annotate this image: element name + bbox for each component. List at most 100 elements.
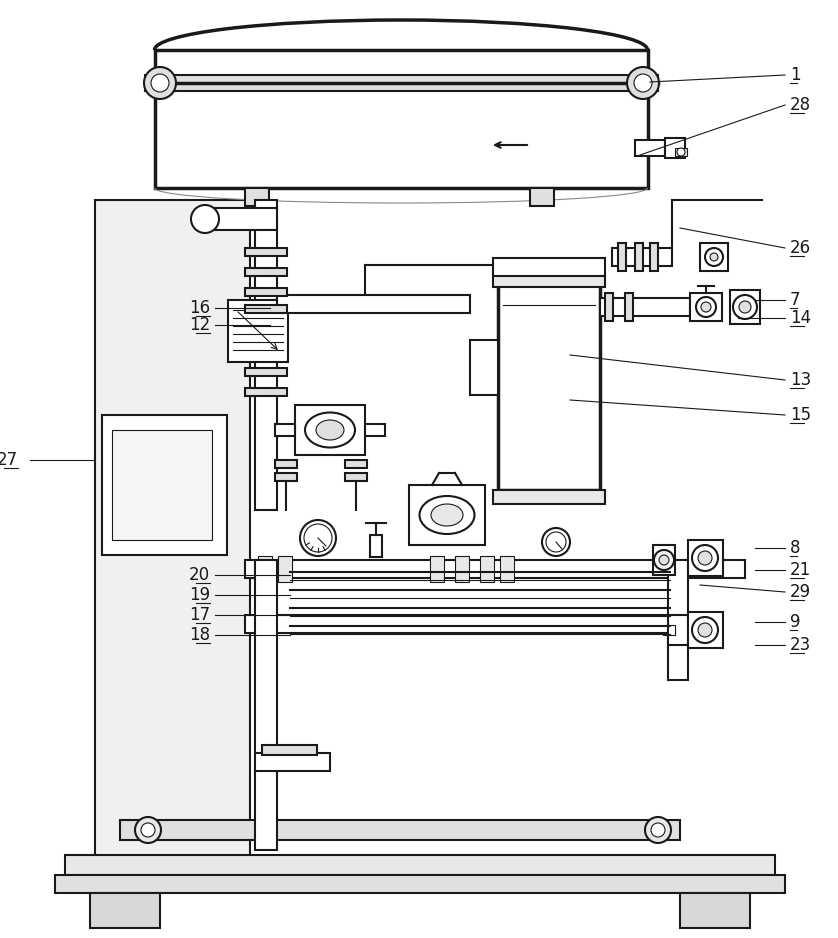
Bar: [275, 460, 297, 468]
Bar: [663, 625, 675, 635]
Text: 26: 26: [790, 239, 811, 257]
Bar: [409, 485, 485, 545]
Bar: [730, 290, 760, 324]
Bar: [530, 188, 554, 206]
Bar: [493, 490, 605, 504]
Bar: [245, 248, 287, 256]
Bar: [668, 615, 688, 645]
Bar: [498, 285, 600, 490]
Bar: [245, 615, 668, 633]
Bar: [245, 368, 287, 376]
Bar: [120, 820, 680, 840]
Bar: [95, 200, 250, 875]
Circle shape: [135, 817, 161, 843]
Circle shape: [151, 74, 169, 92]
Bar: [612, 248, 672, 266]
Bar: [255, 230, 277, 510]
Bar: [112, 430, 212, 540]
Circle shape: [634, 74, 652, 92]
Circle shape: [698, 623, 712, 637]
Circle shape: [141, 823, 155, 837]
Bar: [102, 415, 227, 555]
Circle shape: [659, 555, 669, 565]
Bar: [155, 50, 648, 188]
Circle shape: [705, 248, 723, 266]
Bar: [275, 473, 297, 481]
Bar: [275, 424, 295, 436]
Bar: [370, 535, 382, 557]
Circle shape: [627, 67, 659, 99]
Bar: [635, 140, 665, 156]
Text: 15: 15: [790, 406, 811, 424]
Bar: [653, 545, 675, 575]
Bar: [228, 300, 288, 362]
Circle shape: [304, 524, 332, 552]
Bar: [493, 273, 605, 287]
Bar: [278, 556, 292, 582]
Bar: [690, 293, 722, 321]
Circle shape: [542, 528, 570, 556]
Circle shape: [677, 148, 685, 156]
Text: 23: 23: [790, 636, 811, 654]
Bar: [650, 243, 658, 271]
Bar: [635, 243, 643, 271]
Text: 1: 1: [790, 66, 800, 84]
Circle shape: [144, 67, 176, 99]
Bar: [255, 770, 277, 850]
Circle shape: [645, 817, 671, 843]
Bar: [245, 288, 287, 296]
Bar: [245, 305, 287, 313]
Text: 29: 29: [790, 583, 811, 601]
Bar: [255, 753, 330, 771]
Bar: [245, 268, 287, 276]
Circle shape: [300, 520, 336, 556]
Circle shape: [696, 297, 716, 317]
Circle shape: [733, 295, 757, 319]
Bar: [145, 75, 658, 91]
Bar: [500, 556, 514, 582]
Bar: [245, 560, 745, 578]
Bar: [430, 556, 444, 582]
Circle shape: [256, 200, 276, 220]
Bar: [618, 243, 626, 271]
Text: 7: 7: [790, 291, 800, 309]
Text: 21: 21: [790, 561, 811, 579]
Ellipse shape: [431, 504, 463, 526]
Bar: [65, 855, 775, 875]
Bar: [455, 556, 469, 582]
Bar: [200, 208, 277, 230]
Circle shape: [651, 823, 665, 837]
Circle shape: [654, 550, 674, 570]
Bar: [668, 560, 688, 680]
Bar: [680, 893, 750, 928]
Circle shape: [692, 617, 718, 643]
Bar: [365, 424, 385, 436]
Bar: [345, 473, 367, 481]
Circle shape: [698, 551, 712, 565]
Bar: [665, 138, 685, 158]
Bar: [255, 200, 277, 230]
Ellipse shape: [316, 420, 344, 440]
Text: 14: 14: [790, 309, 811, 327]
Bar: [480, 556, 494, 582]
Bar: [605, 293, 613, 321]
Bar: [245, 188, 269, 206]
Bar: [255, 560, 277, 775]
Bar: [245, 388, 287, 396]
Bar: [277, 295, 470, 313]
Bar: [688, 540, 723, 576]
Text: 12: 12: [189, 316, 210, 334]
Text: 17: 17: [189, 606, 210, 624]
Bar: [345, 460, 367, 468]
Text: 9: 9: [790, 613, 800, 631]
Bar: [470, 340, 498, 395]
Text: 20: 20: [189, 566, 210, 584]
Circle shape: [546, 532, 566, 552]
Circle shape: [710, 253, 718, 261]
Bar: [700, 243, 728, 271]
Text: 8: 8: [790, 539, 800, 557]
Bar: [493, 258, 605, 276]
Ellipse shape: [420, 496, 474, 534]
Ellipse shape: [305, 413, 355, 447]
Text: 28: 28: [790, 96, 811, 114]
